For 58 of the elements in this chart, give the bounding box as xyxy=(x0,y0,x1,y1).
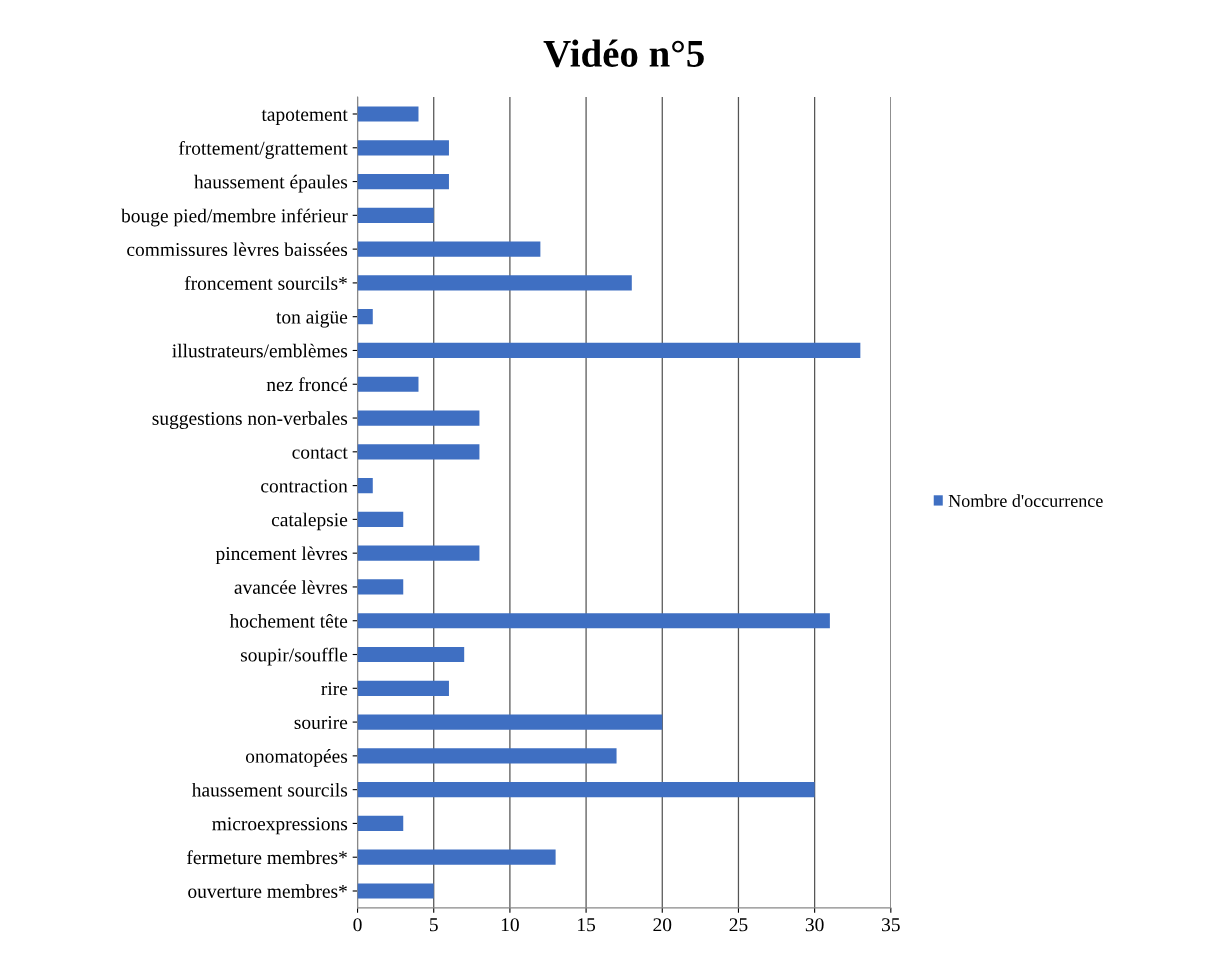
y-tick-label: onomatopées xyxy=(245,749,348,767)
y-tick-label: fermeture membres* xyxy=(186,850,347,865)
bar xyxy=(357,680,449,696)
y-tick-label: illustrateurs/emblèmes xyxy=(172,343,348,358)
y-tick-label: ton aigüe xyxy=(276,310,348,328)
y-tick-label: suggestions non-verbales xyxy=(152,411,348,429)
bar xyxy=(357,579,404,595)
bar xyxy=(357,106,419,122)
bar xyxy=(357,309,373,325)
y-tick-label: tapotement xyxy=(261,109,348,125)
x-tick-label: 5 xyxy=(429,918,438,932)
bar xyxy=(357,613,830,629)
y-tick-label: rire xyxy=(321,682,348,696)
y-tick-label: contact xyxy=(292,447,348,459)
y-tick-label: contraction xyxy=(261,479,348,493)
bar xyxy=(357,748,617,764)
bar xyxy=(357,714,663,730)
chart-title: Vidéo n°5 xyxy=(543,39,704,68)
bar xyxy=(357,376,419,392)
x-tick-label: 35 xyxy=(882,918,900,932)
bar xyxy=(357,410,480,426)
x-tick-label: 25 xyxy=(729,918,748,932)
bar xyxy=(357,849,556,865)
y-tick-label: sourire xyxy=(294,715,348,730)
y-tick-label: haussement sourcils xyxy=(191,782,348,797)
bar xyxy=(357,173,449,190)
x-tick-label: 10 xyxy=(501,918,519,932)
y-tick-label: avancée lèvres xyxy=(234,580,348,594)
x-tick-label: 20 xyxy=(653,918,672,932)
y-tick-label: commissures lèvres baissées xyxy=(127,242,348,257)
bar xyxy=(357,883,434,899)
y-tick-label: ouverture membres* xyxy=(188,884,347,898)
y-tick-label: froncement sourcils* xyxy=(184,275,347,290)
x-tick-label: 30 xyxy=(805,918,824,932)
y-tick-label: soupir/souffle xyxy=(240,647,348,666)
y-tick-label: pincement lèvres xyxy=(215,546,348,565)
x-tick-label: 15 xyxy=(578,918,596,932)
y-tick-label: microexpressions xyxy=(212,817,348,835)
x-tick-label: 0 xyxy=(353,918,362,932)
bar xyxy=(357,646,465,663)
y-tick-label: hochement tête xyxy=(229,613,348,628)
y-tick-label: frottement/grattement xyxy=(178,140,348,159)
bar xyxy=(357,342,861,359)
y-tick-label: bouge pied/membre inférieur xyxy=(121,208,348,227)
bar xyxy=(357,207,434,223)
bar xyxy=(357,545,480,561)
bar xyxy=(357,444,480,460)
legend-label: Nombre d'occurrence xyxy=(948,494,1103,508)
bar xyxy=(357,815,404,832)
y-tick-label: catalepsie xyxy=(271,512,348,531)
bar xyxy=(357,241,541,257)
bar xyxy=(357,478,373,494)
bar xyxy=(357,511,404,527)
y-tick-label: nez froncé xyxy=(266,377,348,392)
bar xyxy=(357,140,449,156)
y-tick-label: haussement épaules xyxy=(194,174,348,193)
bar xyxy=(357,275,632,291)
bar xyxy=(357,782,815,798)
